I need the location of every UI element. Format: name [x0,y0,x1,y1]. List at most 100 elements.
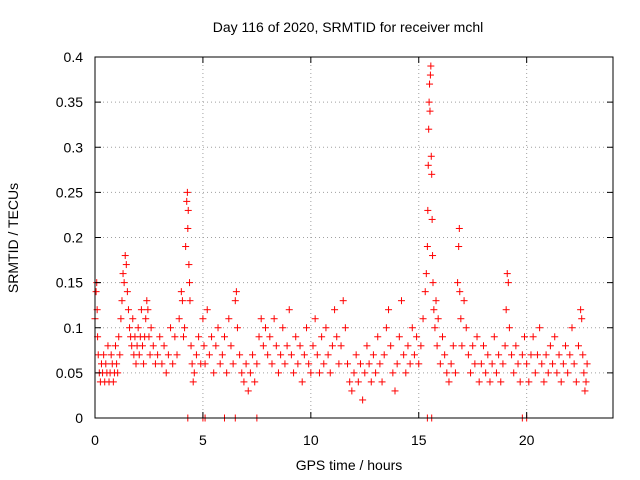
data-point [429,279,437,287]
y-tick-label: 0.05 [56,365,83,381]
data-point [529,333,537,341]
data-point [502,306,510,314]
data-point [402,369,410,377]
data-point [294,360,302,368]
data-point [424,206,432,214]
data-point [356,360,364,368]
data-point [160,342,168,350]
data-point [488,360,496,368]
data-point [205,351,213,359]
data-point [505,324,513,332]
data-point [404,342,412,350]
data-point [149,342,157,350]
data-point [200,342,208,350]
grid-lines [95,57,613,418]
data-point [482,369,490,377]
data-point [189,378,197,386]
data-point [443,369,451,377]
data-point [175,315,183,323]
data-point [328,342,336,350]
data-point [129,315,137,323]
data-point [266,333,274,341]
data-point [350,369,358,377]
data-point [559,360,567,368]
data-point [426,107,434,115]
data-point [218,351,226,359]
x-tick-label: 10 [303,432,319,448]
data-point [322,324,330,332]
data-point [580,369,588,377]
data-point [320,360,328,368]
data-point [184,224,192,232]
data-point [424,161,432,169]
data-point [546,342,554,350]
data-point [335,360,343,368]
data-point [229,360,237,368]
data-point [490,333,498,341]
data-point [581,387,589,395]
data-point [167,324,175,332]
data-point [137,306,145,314]
data-point [192,351,200,359]
data-point [145,333,153,341]
data-point [154,351,162,359]
data-point [433,342,441,350]
y-axis-title: SRMTID / TECUs [5,183,21,293]
data-point [497,378,505,386]
data-point [177,288,185,296]
y-tick-label: 0.2 [64,230,84,246]
data-point [382,324,390,332]
x-axis-title: GPS time / hours [296,457,403,473]
data-point [393,360,401,368]
data-point [344,360,352,368]
data-point [428,170,436,178]
data-point [181,324,189,332]
data-point [508,351,516,359]
data-point [214,324,222,332]
data-point [151,360,159,368]
data-point [457,315,465,323]
data-point [574,342,582,350]
data-point [544,369,552,377]
data-point [292,333,300,341]
data-point [190,369,198,377]
data-point [389,369,397,377]
data-point [438,333,446,341]
data-point [300,351,308,359]
data-point [183,188,191,196]
data-point [134,324,142,332]
data-point [107,351,115,359]
data-point [361,369,369,377]
data-point [408,324,416,332]
data-point [551,333,559,341]
data-point [578,315,586,323]
data-point [429,252,437,260]
data-point [495,351,503,359]
data-point [264,351,272,359]
y-tick-label: 0.4 [64,49,84,65]
data-point [525,378,533,386]
data-point [426,80,434,88]
data-point [527,351,535,359]
data-point [277,351,285,359]
data-point [503,270,511,278]
data-point [415,360,423,368]
data-point [421,288,429,296]
data-point [140,360,148,368]
data-point [341,324,349,332]
data-point [430,306,438,314]
data-point [112,342,120,350]
data-point [380,351,388,359]
data-point [480,342,487,350]
data-point [441,351,449,359]
data-point [142,315,150,323]
data-point [499,360,507,368]
y-tick-label: 0.1 [64,320,84,336]
data-point [326,369,334,377]
data-point [395,333,403,341]
data-point [406,360,414,368]
data-point [557,378,565,386]
data-point [100,351,108,359]
data-points [91,62,591,422]
